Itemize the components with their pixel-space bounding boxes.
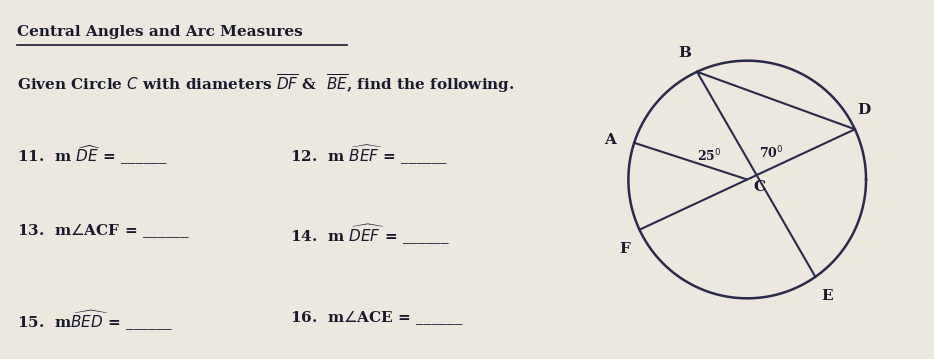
Text: 12.  m $\widehat{BEF}$ = ______: 12. m $\widehat{BEF}$ = ______	[290, 144, 448, 167]
Text: 11.  m $\widehat{DE}$ = ______: 11. m $\widehat{DE}$ = ______	[18, 144, 168, 167]
Text: A: A	[604, 134, 616, 148]
Text: 13.  m$\angle$ACF = ______: 13. m$\angle$ACF = ______	[18, 223, 191, 241]
Text: C: C	[753, 180, 765, 194]
Text: B: B	[679, 46, 691, 60]
Text: Given Circle $C$ with diameters $\overline{DF}$ &  $\overline{BE}$, find the fol: Given Circle $C$ with diameters $\overli…	[18, 72, 516, 94]
Text: 16.  m$\angle$ACE = ______: 16. m$\angle$ACE = ______	[290, 309, 463, 327]
Text: D: D	[857, 103, 871, 117]
Text: 15.  m$\widehat{BED}$ = ______: 15. m$\widehat{BED}$ = ______	[18, 309, 174, 333]
Text: Central Angles and Arc Measures: Central Angles and Arc Measures	[18, 25, 304, 39]
Text: 25$^0$: 25$^0$	[697, 148, 721, 164]
Text: 70$^0$: 70$^0$	[758, 145, 784, 162]
Text: F: F	[620, 242, 630, 256]
Text: E: E	[821, 289, 833, 303]
Text: 14.  m $\widehat{DEF}$ = ______: 14. m $\widehat{DEF}$ = ______	[290, 223, 449, 247]
